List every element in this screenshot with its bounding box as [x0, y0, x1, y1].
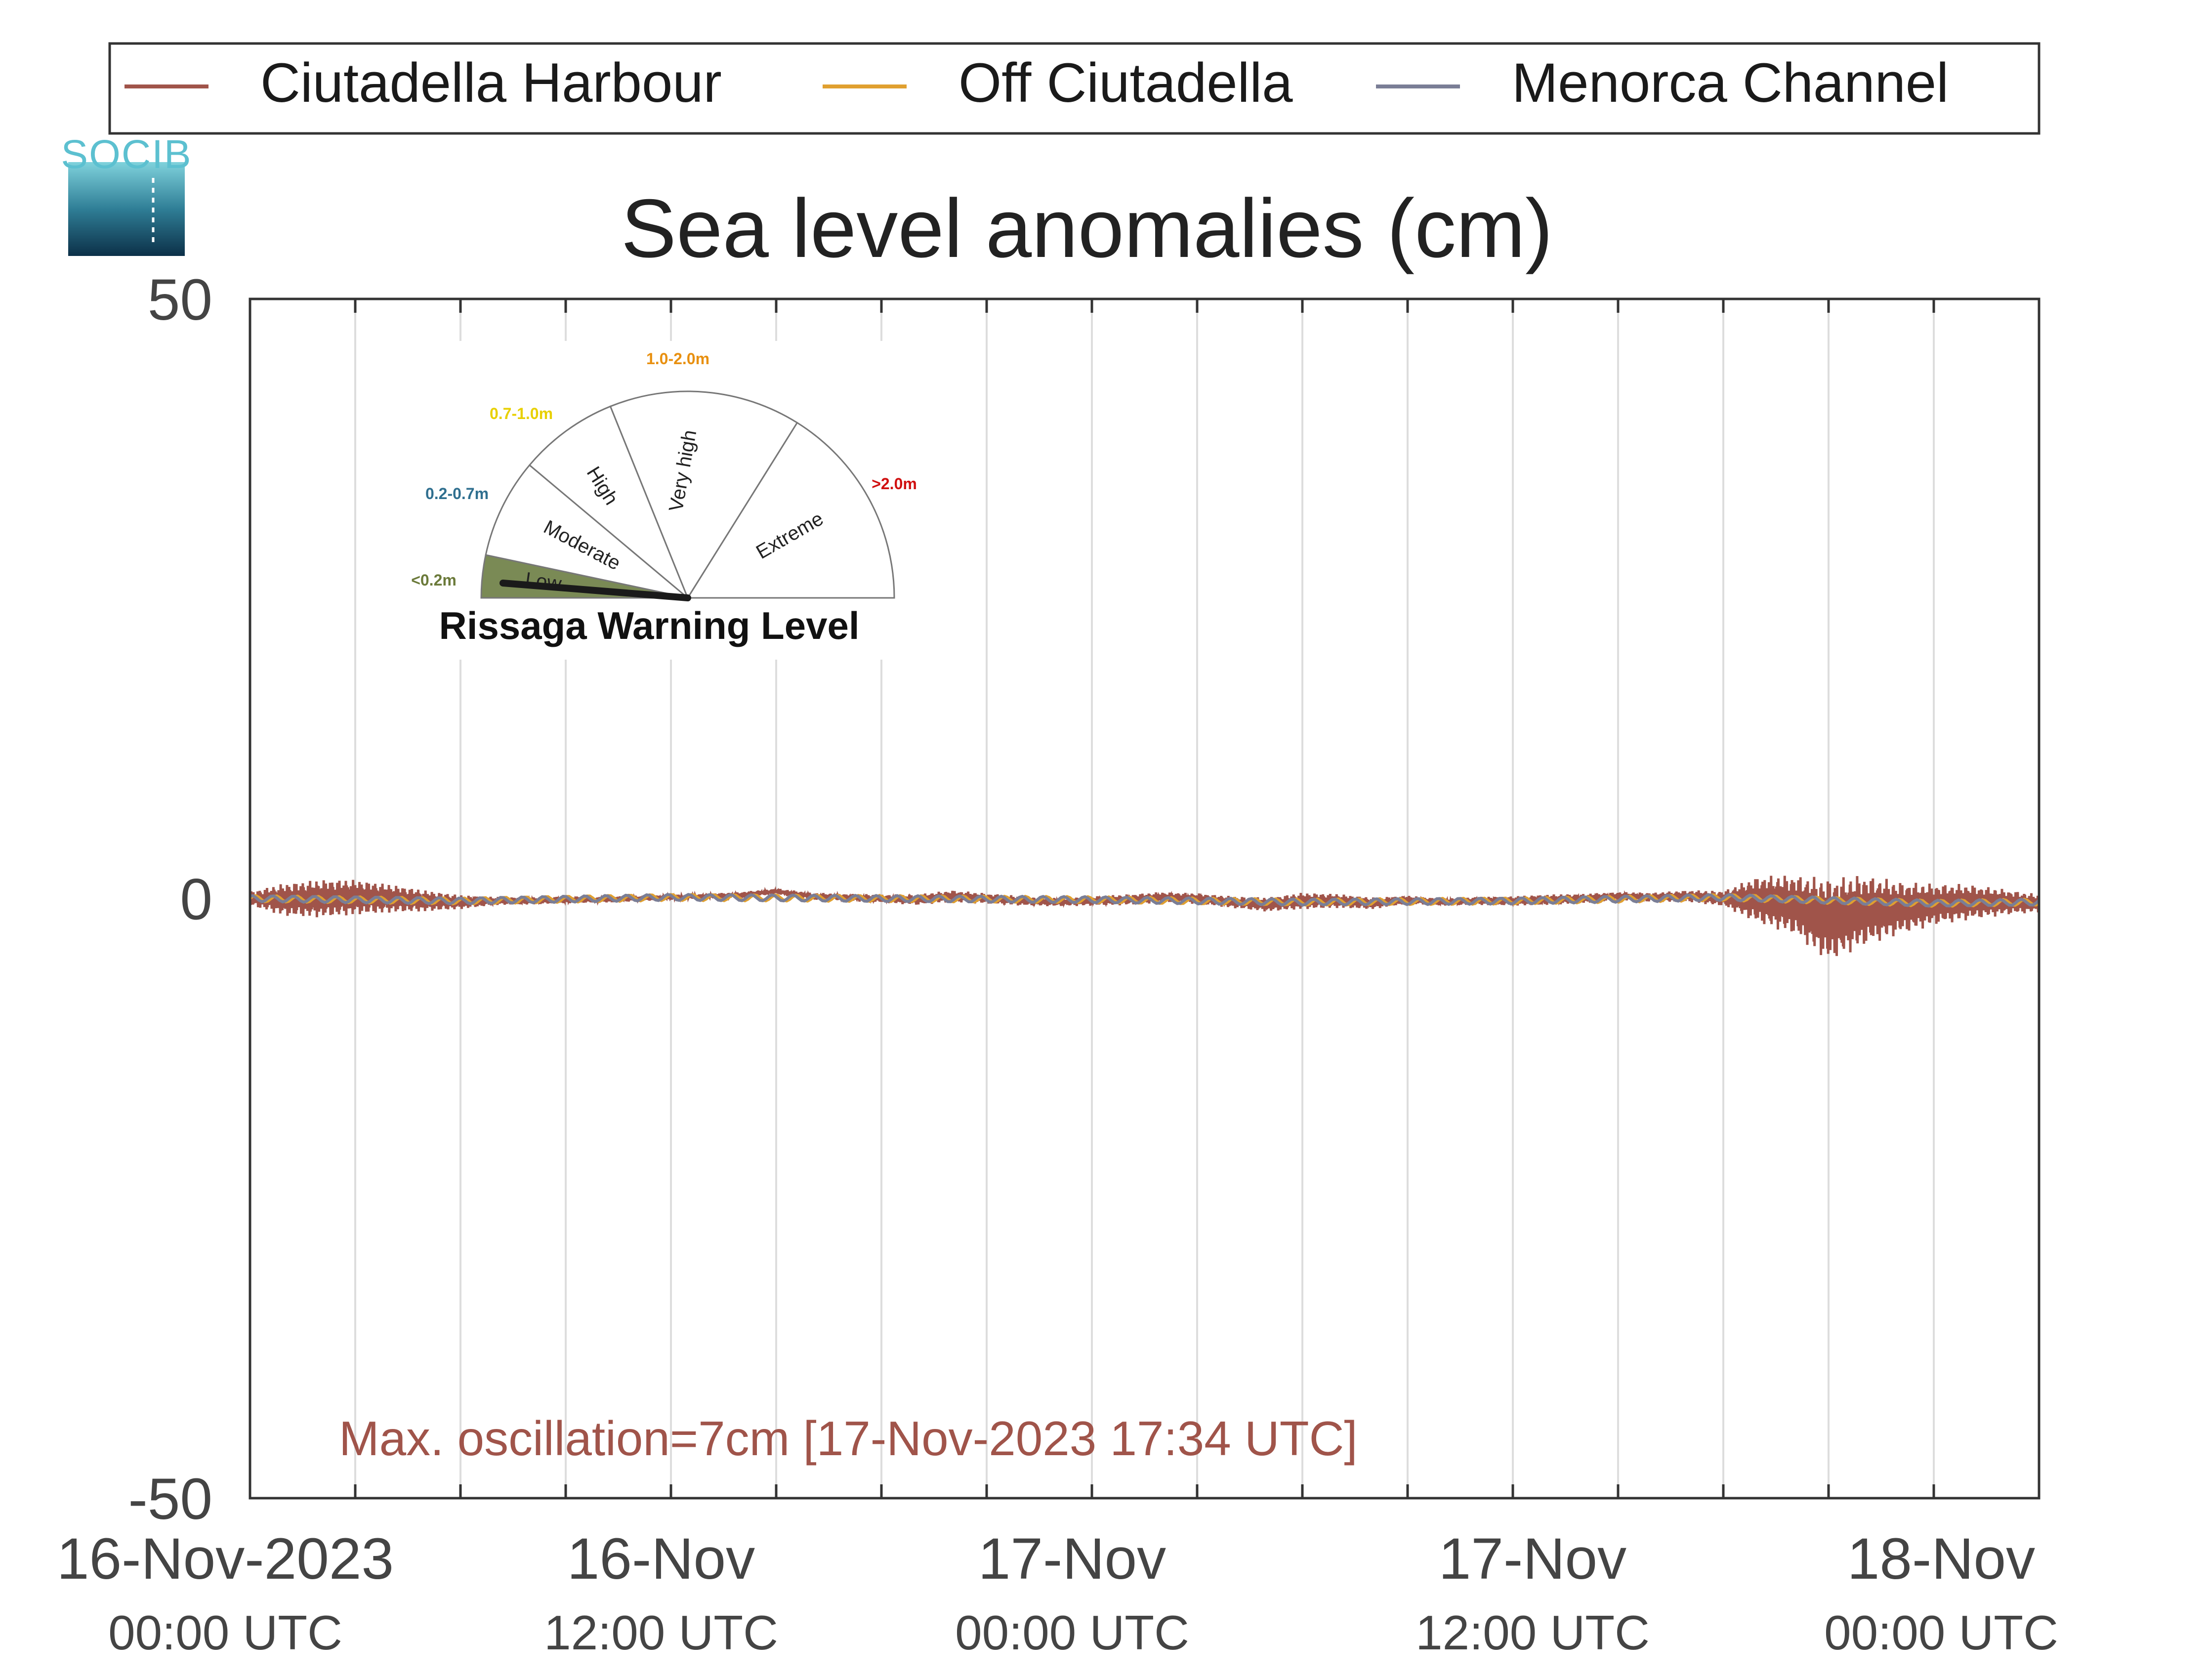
y-tick-label: 0	[180, 867, 212, 932]
x-tick-label: 16-Nov	[567, 1526, 755, 1592]
gauge-range-label: <0.2m	[411, 571, 457, 589]
legend-label: Off Ciutadella	[958, 52, 1293, 114]
gauge-sector-high	[528, 405, 689, 599]
legend: Ciutadella Harbour Off Ciutadella Menorca …	[108, 42, 2040, 135]
plot-frame	[249, 297, 2040, 1500]
x-tick-label: 17-Nov	[1439, 1526, 1626, 1592]
x-tick-sublabel: 12:00 UTC	[544, 1605, 778, 1660]
legend-label: Menorca Channel	[1512, 52, 1949, 114]
chart-title: Sea level anomalies (cm)	[621, 182, 1553, 275]
gauge-range-label: 0.2-0.7m	[425, 485, 489, 503]
gauge-title: Rissaga Warning Level	[439, 604, 859, 647]
gauge-needle	[500, 580, 691, 601]
y-tick-label: -50	[128, 1467, 212, 1532]
gauge-range-label: 0.7-1.0m	[490, 405, 553, 422]
legend-box	[108, 42, 2040, 135]
legend-label: Ciutadella Harbour	[260, 52, 722, 114]
x-tick-sublabel: 00:00 UTC	[1824, 1605, 2058, 1660]
socib-logo: SOCIB	[61, 132, 192, 256]
x-ticks	[354, 299, 1935, 1498]
series-line-menorca-channel	[250, 893, 2040, 908]
logo-text: SOCIB	[61, 132, 192, 177]
gauge-sector-moderate	[485, 464, 688, 599]
y-tick-labels: 50 0 -50	[128, 267, 212, 1532]
max-oscillation-annotation: Max. oscillation=7cm [17-Nov-2023 17:34 …	[339, 1411, 1358, 1466]
gauge-sector-extreme	[686, 421, 895, 599]
gauge-range-label: >2.0m	[872, 475, 917, 493]
y-tick-label: 50	[148, 267, 212, 333]
x-tick-sublabel: 00:00 UTC	[108, 1605, 342, 1660]
x-tick-label: 16-Nov-2023	[57, 1526, 394, 1592]
gauge-range-label: 1.0-2.0m	[646, 350, 709, 368]
x-tick-label: 18-Nov	[1847, 1526, 2035, 1592]
gauge-sector-very-high	[609, 390, 798, 600]
x-tick-sublabel: 12:00 UTC	[1416, 1605, 1650, 1660]
logo-water-block	[68, 162, 185, 256]
x-tick-label: 17-Nov	[978, 1526, 1166, 1592]
series-layer	[249, 876, 2040, 956]
x-tick-labels: 16-Nov-2023 00:00 UTC 16-Nov 12:00 UTC 17-No…	[57, 1526, 2058, 1660]
x-tick-sublabel: 00:00 UTC	[955, 1605, 1189, 1660]
